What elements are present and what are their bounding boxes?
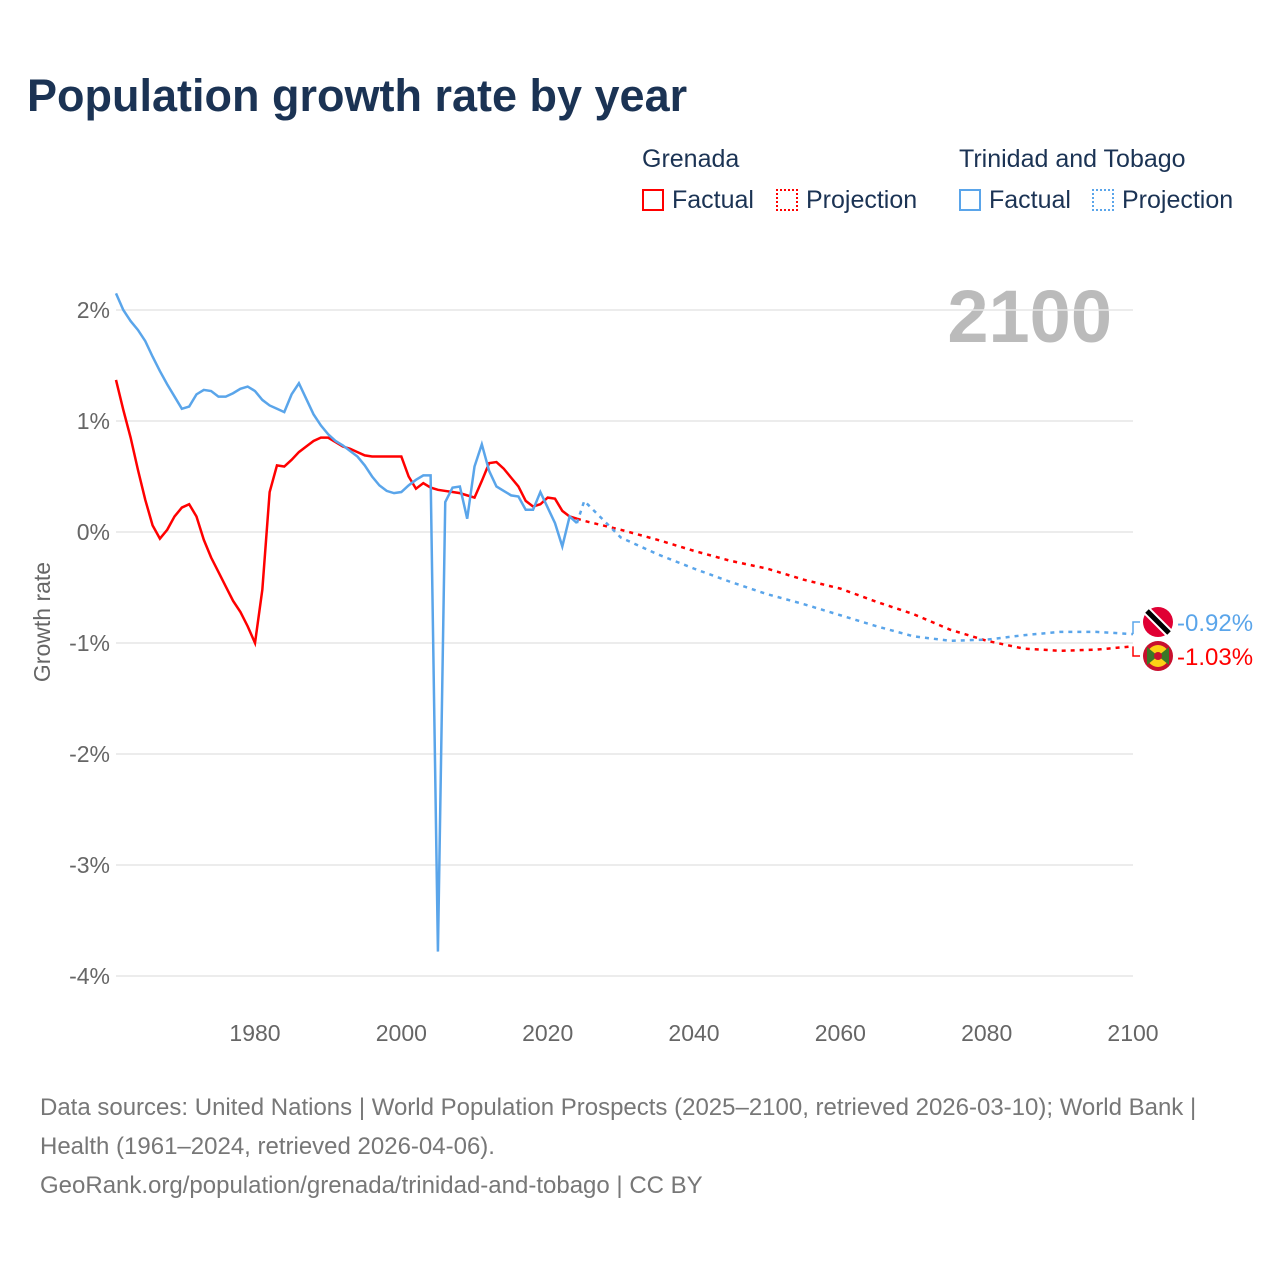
solid-swatch-icon [642, 189, 664, 211]
legend-label: Projection [806, 186, 918, 214]
y-tick-label: -3% [69, 852, 110, 878]
legend-trinidad-factual[interactable]: Factual [959, 186, 1071, 215]
dotted-swatch-icon [1092, 189, 1114, 211]
y-axis-label: Growth rate [29, 562, 55, 682]
legend-label: Projection [1122, 186, 1234, 214]
end-connector [1132, 621, 1140, 635]
footer-link[interactable]: GeoRank.org/population/grenada/trinidad-… [40, 1172, 703, 1199]
end-connector [1132, 646, 1140, 657]
grenada-projection-line [576, 517, 1134, 653]
trinidad-flag-icon [1143, 607, 1173, 637]
x-tick-label: 2020 [522, 1020, 573, 1046]
x-tick-label: 2100 [1107, 1020, 1158, 1046]
y-tick-label: 2% [77, 297, 110, 323]
x-tick-label: 2000 [376, 1020, 427, 1046]
legend-grenada-projection[interactable]: Projection [776, 186, 917, 215]
grenada-flag-icon [1143, 641, 1173, 671]
y-tick-label: 1% [77, 408, 110, 434]
x-tick-label: 2040 [668, 1020, 719, 1046]
legend-trinidad-projection[interactable]: Projection [1092, 186, 1233, 215]
trinidad-projection-line [575, 498, 1134, 643]
x-tick-label: 2080 [961, 1020, 1012, 1046]
grenada-end-label: -1.03% [1177, 644, 1253, 671]
y-tick-label: -4% [69, 963, 110, 989]
legend-grenada-factual[interactable]: Factual [642, 186, 754, 215]
legend-label: Factual [672, 186, 754, 214]
dotted-swatch-icon [776, 189, 798, 211]
page-title: Population growth rate by year [27, 70, 688, 121]
trinidad-factual-line [114, 292, 578, 952]
footer: Data sources: United Nations | World Pop… [40, 1088, 1240, 1205]
y-tick-label: 0% [77, 519, 110, 545]
legend-group-trinidad: Trinidad and Tobago [959, 145, 1186, 173]
y-tick-label: -2% [69, 741, 110, 767]
trinidad-end-label: -0.92% [1177, 610, 1253, 637]
footer-sources: Data sources: United Nations | World Pop… [40, 1094, 1197, 1160]
solid-swatch-icon [959, 189, 981, 211]
year-display: 2100 [947, 275, 1112, 358]
legend-group-grenada: Grenada [642, 145, 740, 173]
x-tick-label: 1980 [229, 1020, 280, 1046]
y-tick-label: -1% [69, 630, 110, 656]
legend-label: Factual [989, 186, 1071, 214]
x-tick-label: 2060 [815, 1020, 866, 1046]
grenada-factual-line [114, 379, 578, 648]
